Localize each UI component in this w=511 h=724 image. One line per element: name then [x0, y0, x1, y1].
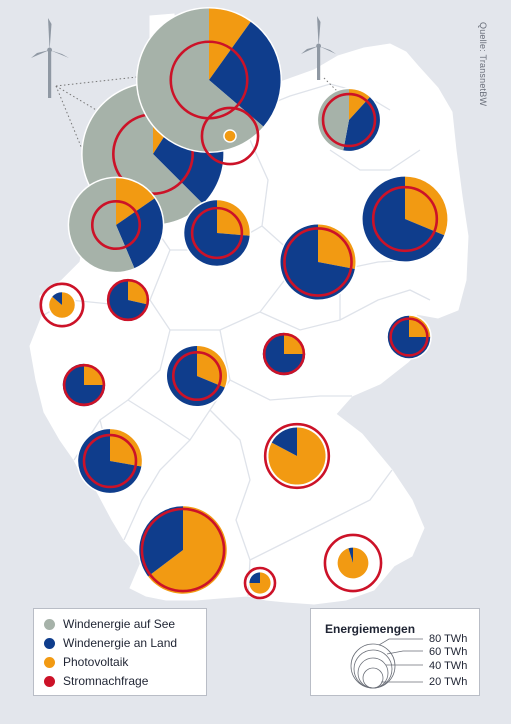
demand-ring	[140, 507, 226, 593]
demand-ring	[389, 317, 429, 357]
legend-label-pv: Photovoltaik	[63, 655, 129, 669]
scale-label-80: 80 TWh	[429, 633, 468, 645]
demand-ring	[200, 106, 260, 166]
pie-slice-onshore	[249, 572, 260, 583]
pie-slice-pv	[110, 429, 142, 467]
demand-ring	[323, 533, 383, 593]
demand-ring	[283, 227, 353, 297]
pie-slice-offshore	[137, 8, 264, 152]
pie-slice-pv	[84, 363, 106, 385]
pie-slice-pv	[116, 178, 155, 225]
legend-label-onshore: Windenergie an Land	[63, 636, 178, 650]
scale-circle-80	[350, 643, 396, 689]
demand-ring	[243, 566, 277, 600]
legend-item-onshore: Windenergie an Land	[44, 636, 177, 650]
pie-slice-onshore	[209, 21, 281, 127]
legend-label-demand: Stromnachfrage	[63, 674, 149, 688]
demand-ring	[321, 92, 377, 148]
pie-slice-onshore	[387, 315, 431, 359]
pie-slice-pv	[349, 89, 370, 120]
scale-circle-40	[357, 657, 389, 689]
pie-slice-pv	[318, 224, 356, 270]
legend-item-pv: Photovoltaik	[44, 655, 128, 669]
legend-swatch-demand	[44, 675, 55, 687]
legend-swatch-pv	[44, 656, 55, 668]
pie-slice-onshore	[343, 97, 380, 151]
demand-ring	[106, 278, 150, 322]
demand-ring	[371, 185, 439, 253]
demand-ring	[171, 350, 223, 402]
source-text: Quelle: TransnetBW	[478, 22, 488, 107]
pie-slice-onshore	[184, 200, 250, 266]
source-credit: Quelle: TransnetBW	[476, 22, 490, 162]
pie-slice-pv	[409, 315, 431, 337]
scale-label-20: 20 TWh	[429, 676, 468, 688]
scale-leader-80	[378, 638, 423, 646]
pie-slice-pv	[148, 506, 227, 594]
pie-slice-pv	[284, 332, 306, 354]
pie-slice-onshore	[262, 332, 306, 376]
pie-slice-onshore	[62, 363, 106, 407]
pie-slice-onshore	[52, 292, 62, 305]
legend-label-offshore: Windenergie auf See	[63, 617, 176, 631]
pie-slice-pv	[209, 8, 251, 81]
scale-circle-20	[362, 667, 384, 689]
demand-ring	[90, 199, 142, 251]
wind-turbine-right-icon	[301, 16, 336, 80]
pie-slice-onshore	[271, 427, 297, 456]
pie-slice-onshore	[280, 224, 355, 300]
pie-slice-onshore	[348, 547, 353, 563]
energy-scale-circles	[350, 638, 423, 689]
pie-slice-pv	[224, 130, 236, 142]
legend-item-offshore: Windenergie auf See	[44, 617, 175, 631]
pie-slice-onshore	[78, 429, 142, 493]
demand-ring	[82, 433, 138, 489]
demand-ring	[190, 206, 244, 260]
demand-ring	[263, 422, 331, 490]
wind-turbine-left-icon	[31, 18, 69, 98]
demand-ring	[62, 363, 106, 407]
demand-ring	[262, 332, 306, 376]
pie-slice-offshore	[318, 89, 349, 151]
scale-leader-60	[386, 650, 423, 655]
energy-scale-title: Energiemengen	[325, 622, 416, 636]
demand-ring	[39, 282, 85, 328]
pie-slice-onshore	[167, 346, 225, 407]
legend-categories: Windenergie auf See Windenergie an Land …	[33, 608, 207, 696]
region-pies	[39, 6, 449, 600]
scale-label-40: 40 TWh	[429, 660, 468, 672]
legend-swatch-offshore	[44, 618, 55, 630]
legend-item-demand: Stromnachfrage	[44, 674, 148, 688]
pie-slice-onshore	[108, 280, 148, 320]
scale-label-60: 60 TWh	[429, 646, 468, 658]
legend-energy-scale: Energiemengen 80 TWh 60 TWh 40 TWh 20 TW…	[310, 608, 480, 696]
legend-swatch-onshore	[44, 637, 55, 649]
pie-slice-pv	[337, 547, 369, 579]
pie-slice-pv	[128, 280, 148, 305]
